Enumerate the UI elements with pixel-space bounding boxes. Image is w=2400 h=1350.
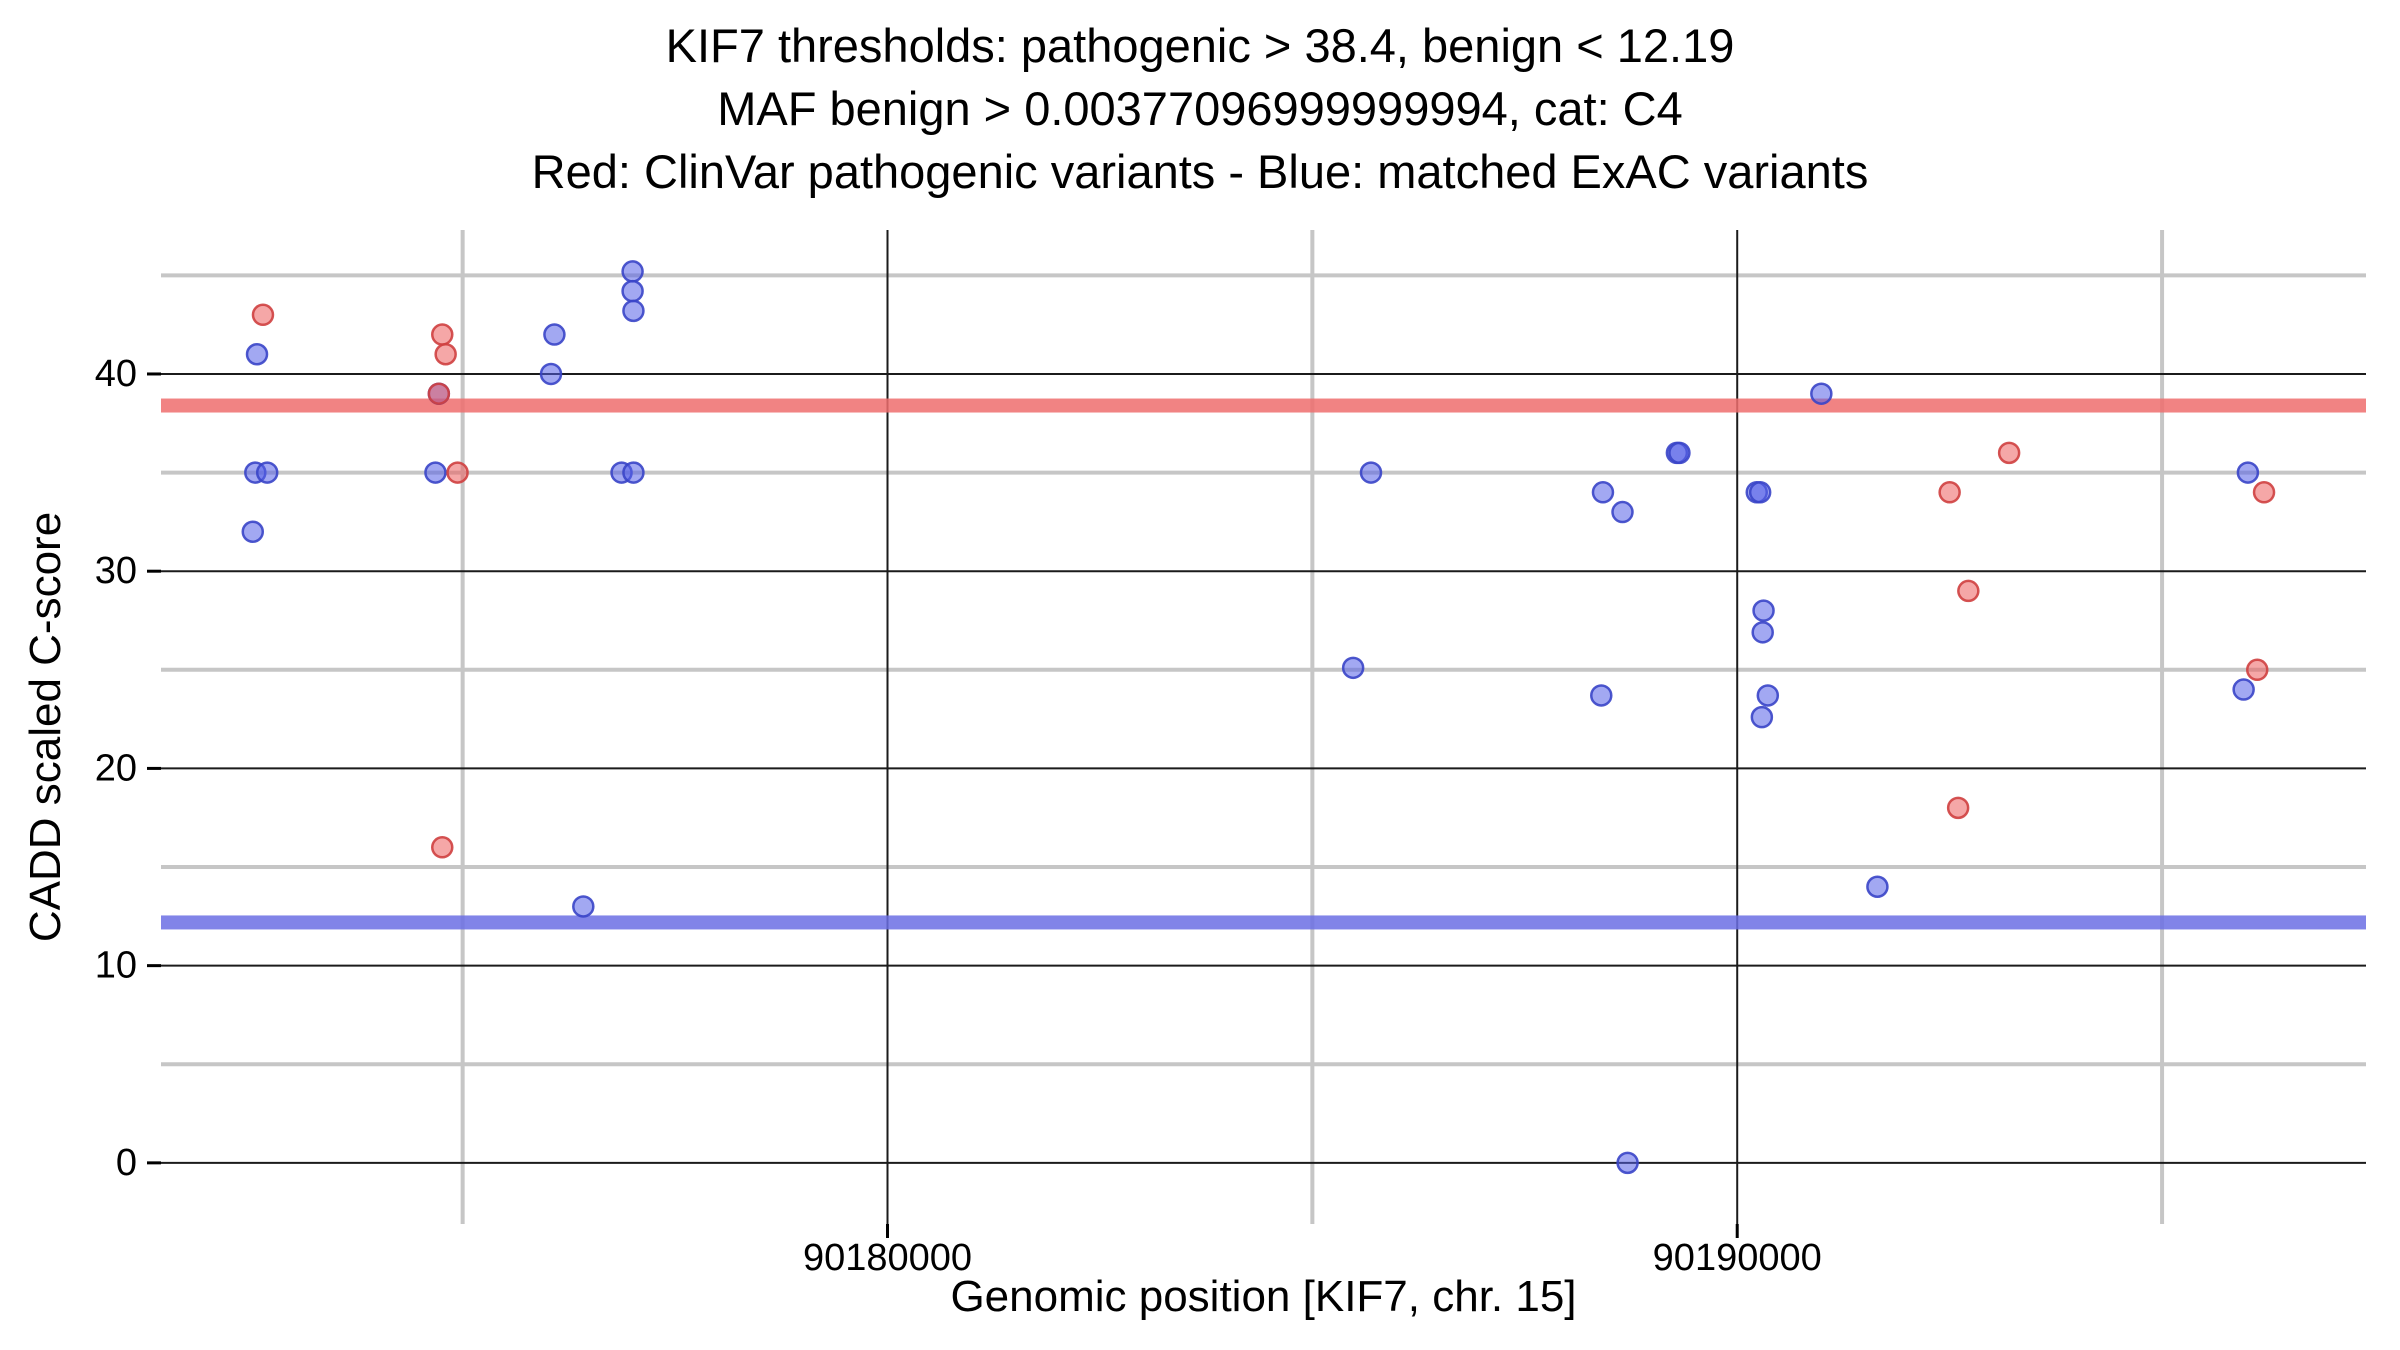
chart-title-line-2: MAF benign > 0.00377096999999994, cat: C… (717, 82, 1683, 135)
threshold-band-pathogenic (161, 398, 2366, 413)
scatter-point-blue (1866, 875, 1889, 898)
scatter-point-blue (1748, 481, 1772, 504)
y-tick-label: 30 (95, 550, 137, 592)
scatter-point-red (251, 303, 275, 327)
scatter-point-blue (1616, 1151, 1639, 1175)
scatter-point-blue (241, 520, 265, 543)
y-tick-label: 20 (95, 747, 137, 789)
scatter-point-blue (621, 279, 644, 303)
scatter-point-blue (1750, 705, 1774, 729)
y-tick-label: 10 (95, 945, 137, 987)
scatter-point-blue (622, 461, 645, 484)
scatter-point-red (2245, 658, 2269, 682)
scatter-point-blue (1341, 656, 1365, 680)
scatter-point-red (434, 343, 457, 366)
scatter-point-red (2252, 481, 2276, 504)
y-tick-label: 0 (116, 1142, 137, 1184)
scatter-point-blue (621, 260, 644, 283)
scatter-point-blue (1810, 382, 1833, 405)
x-tick-label: 90190000 (1653, 1237, 1822, 1279)
chart-title-line-3: Red: ClinVar pathogenic variants - Blue:… (531, 145, 1869, 198)
scatter-point-blue (539, 362, 563, 386)
scatter-point-red (431, 836, 454, 859)
scatter-point-blue (622, 299, 645, 323)
scatter-point-blue (245, 343, 269, 366)
scatter-point-blue (1611, 500, 1634, 524)
scatter-point-red (1957, 579, 1980, 603)
y-tick-label: 40 (95, 353, 137, 395)
scatter-point-blue (543, 323, 566, 346)
scatter-point-blue (2236, 461, 2260, 484)
scatter-point-blue (1752, 599, 1775, 622)
scatter-point-red (1997, 441, 2021, 465)
scatter-point-blue (1590, 684, 1613, 707)
x-axis-title: Genomic position [KIF7, chr. 15] (950, 1272, 1577, 1321)
chart-title-line-1: KIF7 thresholds: pathogenic > 38.4, beni… (665, 19, 1735, 72)
scatter-point-red (427, 382, 451, 405)
y-axis-title: CADD scaled C-score (21, 511, 70, 943)
scatter-point-blue (572, 895, 595, 918)
scatter-point-red (1938, 481, 1961, 504)
scatter-point-blue (424, 461, 447, 484)
x-tick-label: 90180000 (803, 1237, 972, 1279)
chart-title: KIF7 thresholds: pathogenic > 38.4, beni… (0, 14, 2400, 203)
threshold-band-benign (161, 915, 2366, 930)
scatter-point-blue (1751, 621, 1774, 644)
scatter-point-blue (1668, 441, 1691, 465)
scatter-point-blue (1359, 461, 1383, 484)
scatter-point-red (431, 323, 454, 346)
scatter-point-blue (1591, 481, 1615, 504)
scatter-point-blue (255, 461, 279, 484)
scatter-point-blue (2232, 678, 2255, 701)
scatter-point-blue (1756, 684, 1780, 707)
scatter-point-red (446, 461, 469, 484)
scatter-point-red (1946, 796, 1970, 820)
